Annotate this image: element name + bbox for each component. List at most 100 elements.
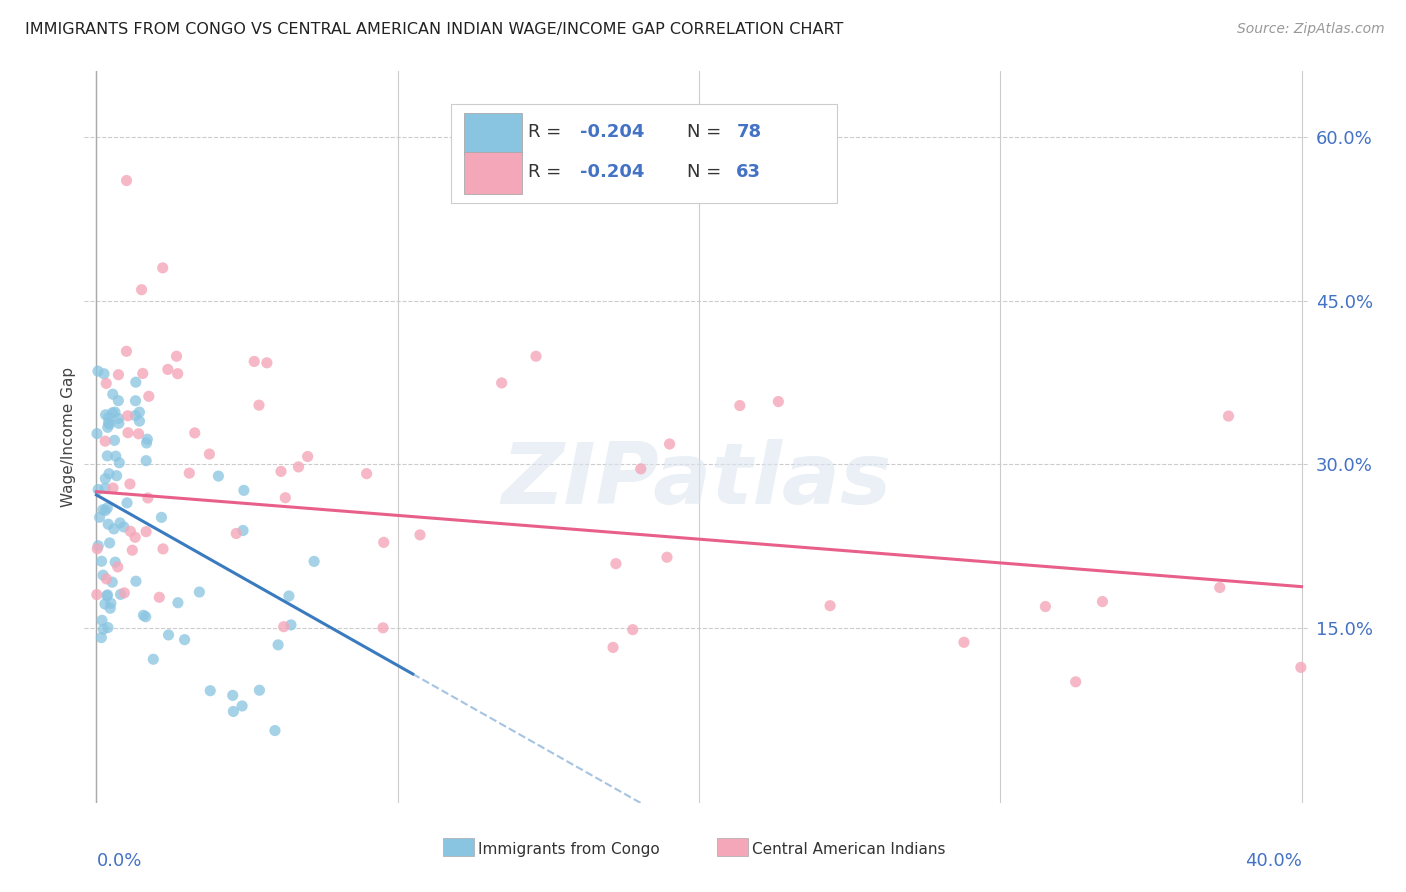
Point bbox=[409, 528, 432, 542]
Point bbox=[107, 560, 129, 574]
Point bbox=[602, 640, 624, 655]
Point bbox=[89, 510, 111, 524]
Point bbox=[132, 608, 155, 623]
Point bbox=[110, 587, 132, 601]
Point bbox=[121, 543, 143, 558]
Point bbox=[97, 621, 120, 635]
Text: R =: R = bbox=[529, 123, 568, 141]
Point bbox=[131, 283, 153, 297]
Point bbox=[198, 447, 221, 461]
Point bbox=[101, 387, 124, 401]
Point bbox=[104, 405, 127, 419]
Point bbox=[302, 554, 325, 568]
Point bbox=[101, 406, 124, 420]
FancyBboxPatch shape bbox=[464, 152, 522, 194]
Point bbox=[605, 557, 627, 571]
Point bbox=[1064, 674, 1087, 689]
Point bbox=[94, 408, 117, 422]
Point bbox=[96, 572, 118, 586]
Point bbox=[104, 449, 127, 463]
Point bbox=[136, 432, 159, 446]
Point bbox=[173, 632, 195, 647]
Point bbox=[90, 631, 112, 645]
Text: 78: 78 bbox=[737, 123, 762, 141]
Point bbox=[270, 464, 292, 478]
Point bbox=[91, 568, 114, 582]
Point bbox=[274, 491, 297, 505]
Point bbox=[138, 389, 160, 403]
Point bbox=[156, 362, 179, 376]
Point bbox=[148, 591, 170, 605]
Text: Immigrants from Congo: Immigrants from Congo bbox=[478, 842, 659, 856]
Point bbox=[86, 588, 108, 602]
Point bbox=[280, 618, 302, 632]
Point bbox=[207, 469, 229, 483]
Point bbox=[103, 434, 125, 448]
Point bbox=[1289, 660, 1312, 674]
Point bbox=[135, 609, 157, 624]
Point bbox=[1218, 409, 1240, 423]
Point bbox=[124, 530, 146, 544]
Point bbox=[132, 367, 155, 381]
Point bbox=[125, 574, 148, 589]
Point bbox=[231, 698, 253, 713]
Point bbox=[112, 520, 135, 534]
Y-axis label: Wage/Income Gap: Wage/Income Gap bbox=[60, 367, 76, 508]
Point bbox=[87, 539, 110, 553]
Point bbox=[93, 622, 115, 636]
Point bbox=[107, 393, 129, 408]
Point bbox=[249, 683, 271, 698]
Point bbox=[225, 526, 247, 541]
Point bbox=[96, 449, 118, 463]
Point bbox=[103, 522, 125, 536]
Point bbox=[491, 376, 513, 390]
Point bbox=[297, 450, 319, 464]
Point bbox=[124, 393, 146, 408]
Point bbox=[373, 535, 395, 549]
Point bbox=[117, 425, 139, 440]
Point bbox=[98, 536, 121, 550]
Text: IMMIGRANTS FROM CONGO VS CENTRAL AMERICAN INDIAN WAGE/INCOME GAP CORRELATION CHA: IMMIGRANTS FROM CONGO VS CENTRAL AMERICA… bbox=[25, 22, 844, 37]
Text: N =: N = bbox=[688, 123, 727, 141]
Point bbox=[128, 405, 150, 419]
Point bbox=[98, 467, 121, 481]
Text: 40.0%: 40.0% bbox=[1244, 852, 1302, 870]
Point bbox=[97, 410, 120, 425]
Point bbox=[125, 375, 148, 389]
Point bbox=[108, 456, 131, 470]
Point bbox=[142, 652, 165, 666]
Point bbox=[1091, 594, 1114, 608]
Point bbox=[273, 620, 295, 634]
Point bbox=[222, 705, 245, 719]
Text: -0.204: -0.204 bbox=[579, 162, 644, 180]
Point bbox=[98, 417, 121, 432]
Point bbox=[120, 524, 142, 539]
Point bbox=[953, 635, 976, 649]
Point bbox=[136, 491, 159, 505]
Point bbox=[658, 437, 681, 451]
Point bbox=[87, 364, 110, 378]
Point bbox=[100, 596, 122, 610]
Point bbox=[150, 510, 173, 524]
Point bbox=[91, 502, 114, 516]
Point bbox=[98, 601, 121, 615]
Point bbox=[90, 554, 112, 568]
Point bbox=[818, 599, 841, 613]
Point bbox=[356, 467, 378, 481]
Text: N =: N = bbox=[688, 162, 727, 180]
Point bbox=[247, 398, 270, 412]
Point bbox=[267, 638, 290, 652]
Point bbox=[94, 481, 117, 495]
Text: Central American Indians: Central American Indians bbox=[752, 842, 946, 856]
Point bbox=[101, 575, 124, 590]
Point bbox=[152, 260, 174, 275]
Point bbox=[96, 500, 118, 515]
Point bbox=[166, 349, 188, 363]
Point bbox=[101, 481, 124, 495]
Point bbox=[97, 416, 120, 430]
FancyBboxPatch shape bbox=[464, 113, 522, 155]
Point bbox=[96, 376, 118, 391]
Point bbox=[1209, 581, 1232, 595]
Point bbox=[94, 597, 117, 611]
Point bbox=[166, 367, 188, 381]
